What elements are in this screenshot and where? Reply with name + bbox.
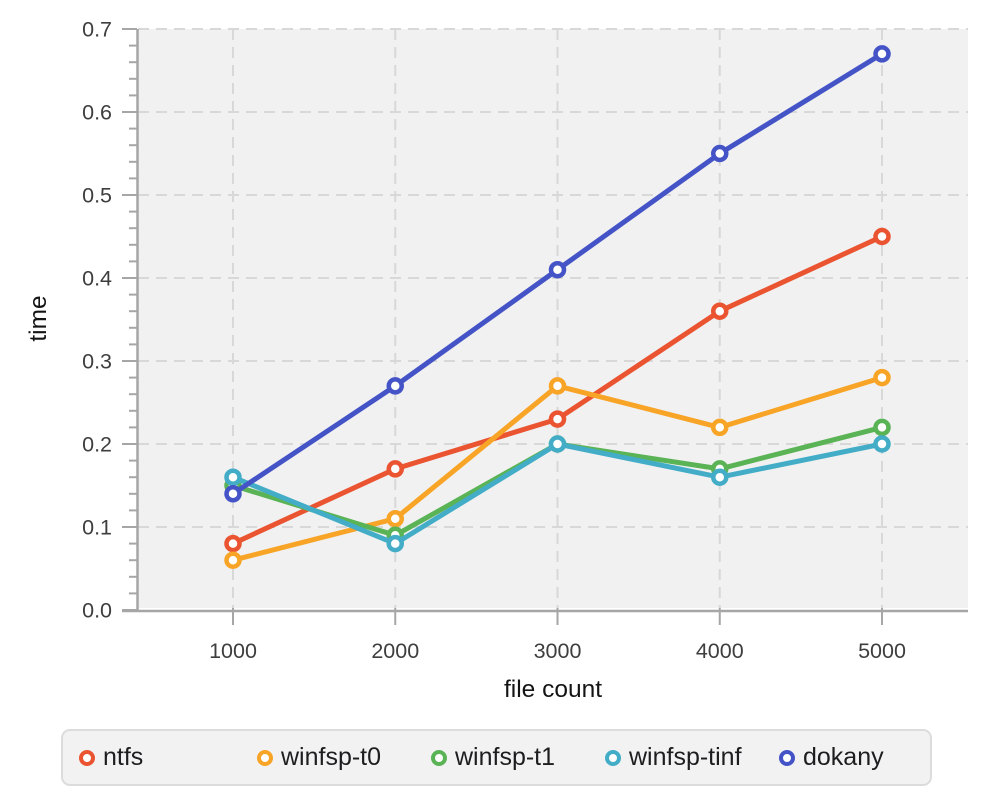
y-tick-label: 0.4 [82, 267, 112, 291]
data-point-winfsp-t0 [548, 377, 567, 395]
y-tick-label: 0.0 [82, 599, 112, 623]
data-point-dokany [548, 260, 567, 279]
data-point-winfsp-tinf [711, 468, 729, 486]
data-point-ntfs [711, 302, 729, 320]
data-point-dokany [711, 144, 729, 163]
y-tick-label: 0.6 [82, 101, 112, 125]
legend-item-winfsp-t0: winfsp-t0 [257, 745, 431, 770]
data-point-winfsp-tinf [873, 435, 891, 453]
data-point-winfsp-tinf [386, 534, 404, 553]
data-point-ntfs [873, 227, 891, 246]
x-tick-label: 5000 [858, 639, 906, 663]
legend-marker-icon [257, 749, 273, 766]
y-tick-label: 0.7 [82, 18, 112, 42]
x-axis-title: file count [504, 676, 602, 703]
legend-marker-icon [79, 749, 95, 766]
x-tick-label: 1000 [209, 639, 257, 663]
y-axis-title: time [25, 295, 52, 341]
data-point-winfsp-tinf [224, 468, 242, 486]
data-point-winfsp-t0 [224, 551, 242, 569]
legend-label: winfsp-tinf [629, 743, 742, 771]
data-point-ntfs [386, 460, 404, 478]
plot-background [138, 29, 968, 608]
data-point-winfsp-t0 [386, 509, 404, 528]
data-point-winfsp-tinf [548, 435, 567, 453]
y-tick-label: 0.3 [82, 350, 112, 374]
data-point-winfsp-t1 [873, 418, 891, 437]
data-point-ntfs [224, 534, 242, 553]
data-point-ntfs [548, 410, 567, 428]
data-point-dokany [386, 377, 404, 395]
legend-marker-icon [779, 749, 795, 766]
legend-marker-icon [605, 749, 621, 766]
data-point-winfsp-t0 [711, 418, 729, 437]
legend-item-winfsp-t1: winfsp-t1 [431, 745, 605, 770]
line-chart: 0.0 0.1 0.2 0.3 0.4 0.5 0.6 0.7 1000 2000 3000 4000… [25, 18, 968, 703]
y-tick-label: 0.5 [82, 184, 112, 208]
y-tick-label: 0.1 [82, 516, 112, 540]
data-point-dokany [224, 485, 242, 503]
legend-label: winfsp-t1 [455, 743, 556, 771]
x-tick-label: 4000 [696, 639, 744, 663]
legend-marker-icon [431, 749, 447, 766]
y-tick-label: 0.2 [82, 433, 112, 457]
legend-item-ntfs: ntfs [79, 745, 257, 770]
legend-label: ntfs [103, 743, 144, 771]
legend: ntfs winfsp-t0 winfsp-t1 winfsp-tinf dokany [61, 729, 932, 786]
legend-label: winfsp-t0 [281, 743, 382, 771]
x-tick-label: 3000 [534, 639, 582, 663]
legend-item-dokany: dokany [779, 745, 884, 770]
x-tick-label: 2000 [371, 639, 419, 663]
data-point-winfsp-t0 [873, 368, 891, 387]
legend-label: dokany [803, 743, 884, 771]
data-point-dokany [873, 45, 891, 63]
legend-item-winfsp-tinf: winfsp-tinf [605, 745, 779, 770]
